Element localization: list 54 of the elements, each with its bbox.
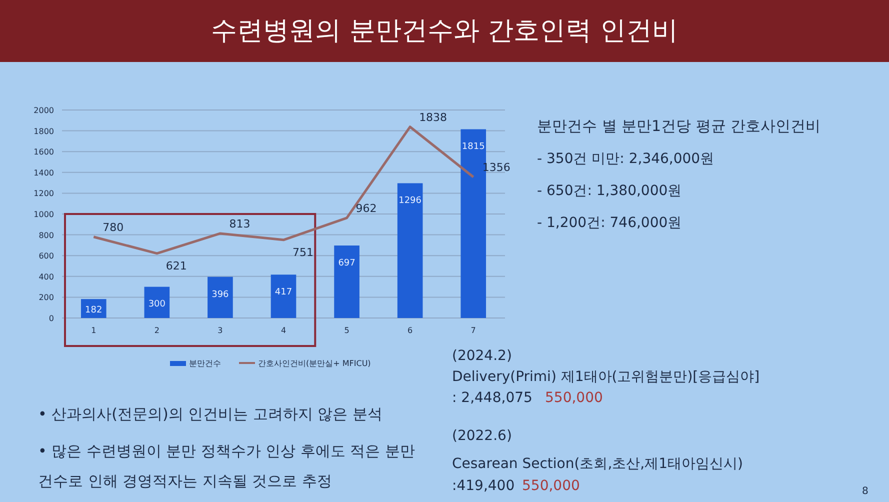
data-label: 813	[229, 217, 250, 230]
y-tick-label: 2000	[34, 106, 54, 115]
text: 8	[862, 486, 868, 497]
y-tick-label: 0	[48, 314, 54, 323]
text: Delivery(Primi) 제1태아(고위험분만)[응급심야]	[452, 368, 760, 386]
y-tick-label: 1200	[34, 189, 54, 198]
y-tick-label: 800	[38, 230, 54, 240]
x-tick-label: 4	[280, 326, 286, 335]
text: 분만건수 별 분만1건당 평균 간호사인건비	[537, 117, 821, 136]
bar	[270, 274, 296, 318]
legend-label: 간호사인건비(분만실+ MFICU)	[258, 359, 371, 368]
y-tick-label: 1600	[34, 148, 54, 157]
text: : 2,448,075	[452, 390, 532, 406]
x-tick-label: 2	[154, 326, 160, 335]
text: • 많은 수련병원이 분만 정책수가 인상 후에도 적은 분만 건수로 인해 경영적자는 지속될 것으로 추정	[38, 441, 416, 492]
text: - 1,200건: 746,000원	[537, 214, 682, 232]
data-label: 621	[166, 259, 187, 272]
data-label: 182	[85, 306, 102, 316]
x-tick-label: 1	[91, 326, 96, 335]
data-label: 417	[274, 288, 292, 298]
text: Cesarean Section(초회,초산,제1태아임신시)	[452, 455, 743, 473]
y-tick-label: 1400	[34, 168, 54, 178]
text: 550,000	[522, 478, 580, 494]
bar	[397, 183, 423, 318]
y-tick-label: 200	[38, 293, 54, 302]
data-label: 962	[356, 202, 377, 215]
bar	[334, 246, 360, 318]
data-label: 396	[212, 290, 230, 300]
y-tick-label: 400	[38, 272, 54, 282]
data-label: 697	[338, 258, 356, 269]
text: (2022.6)	[452, 428, 512, 444]
text: • 산과의사(전문의)의 인건비는 고려하지 않은 분석	[38, 405, 382, 424]
text: 550,000	[545, 390, 603, 406]
data-label: 1838	[419, 110, 448, 124]
chart-title: 수련병원의 분만건수와 간호인력 인건비	[0, 0, 889, 62]
legend-label: 분만건수	[189, 359, 221, 368]
text: :419,400	[452, 478, 515, 494]
data-label: 751	[292, 246, 314, 259]
text: - 350건 미만: 2,346,000원	[537, 150, 714, 168]
text: (2024.2)	[452, 348, 512, 364]
data-label: 300	[148, 299, 166, 310]
x-tick-label: 6	[408, 326, 413, 335]
x-tick-label: 3	[218, 326, 223, 335]
y-tick-label: 1000	[34, 210, 54, 219]
text: - 650건: 1,380,000원	[537, 182, 682, 200]
x-tick-label: 7	[470, 326, 476, 335]
data-label: 1815	[462, 142, 485, 152]
y-tick-label: 600	[38, 252, 54, 261]
y-tick-label: 1800	[34, 126, 54, 136]
x-tick-label: 5	[344, 326, 350, 335]
bar	[208, 276, 233, 318]
data-label: 1296	[398, 196, 422, 206]
data-label: 780	[102, 220, 124, 234]
bar	[144, 286, 170, 318]
